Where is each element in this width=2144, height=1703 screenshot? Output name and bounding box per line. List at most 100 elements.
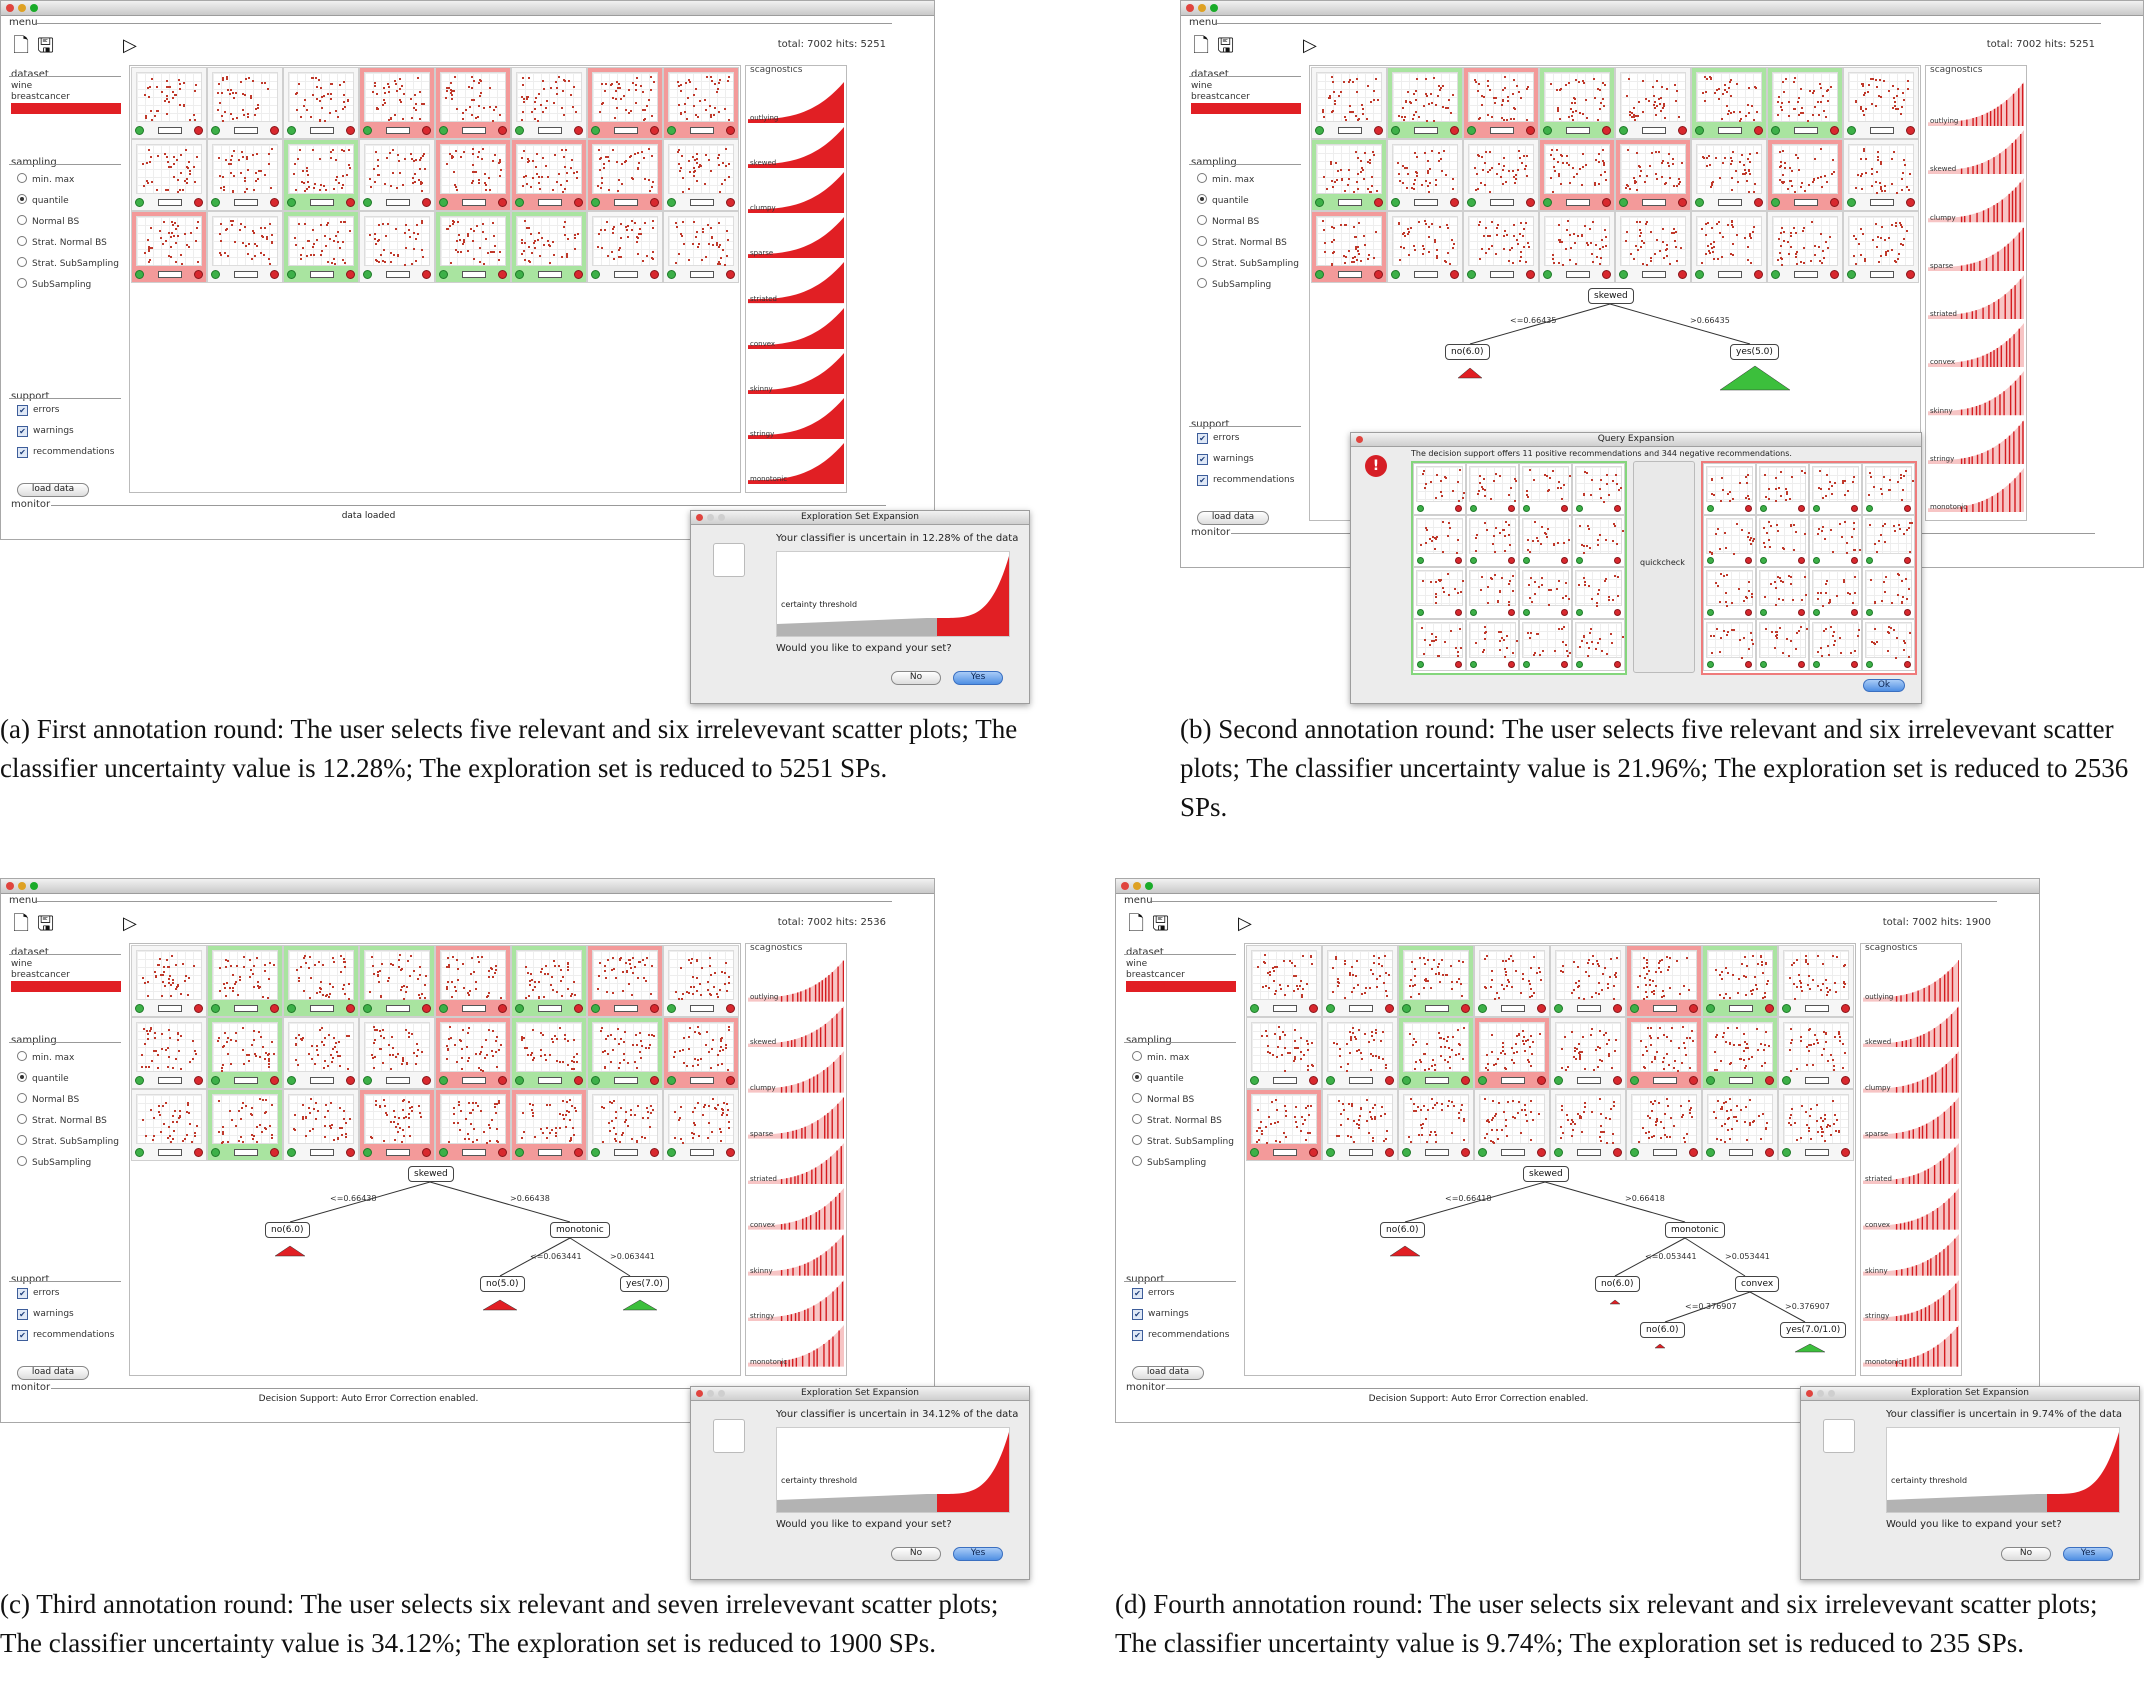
scatterplot-cell[interactable] (663, 1089, 739, 1161)
sampling-radio[interactable]: Strat. Normal BS (1197, 236, 1287, 249)
sampling-radio[interactable]: Normal BS (1132, 1093, 1194, 1106)
mark-relevant-button[interactable] (1866, 505, 1873, 512)
dataset-list[interactable]: wine breastcancer dataset3 (1191, 81, 1301, 114)
mark-irrelevant-button[interactable] (1851, 505, 1858, 512)
mark-relevant-button[interactable] (1467, 126, 1476, 135)
scatterplot-cell[interactable] (1615, 67, 1691, 139)
mark-irrelevant-button[interactable] (270, 1076, 279, 1085)
mark-relevant-button[interactable] (1470, 505, 1477, 512)
mark-irrelevant-button[interactable] (1309, 1076, 1318, 1085)
mark-irrelevant-button[interactable] (726, 1148, 735, 1157)
mark-irrelevant-button[interactable] (1602, 126, 1611, 135)
mark-irrelevant-button[interactable] (194, 1076, 203, 1085)
mark-irrelevant-button[interactable] (574, 198, 583, 207)
support-checkbox[interactable]: ✔ errors (1197, 433, 1239, 444)
mark-irrelevant-button[interactable] (194, 1004, 203, 1013)
scatterplot-cell[interactable] (1767, 139, 1843, 211)
mark-irrelevant-button[interactable] (1613, 1004, 1622, 1013)
mark-irrelevant-button[interactable] (1526, 126, 1535, 135)
mark-irrelevant-button[interactable] (422, 198, 431, 207)
mark-irrelevant-button[interactable] (1904, 609, 1911, 616)
radio-circle[interactable] (1132, 1156, 1142, 1166)
mark-irrelevant-button[interactable] (1689, 1004, 1698, 1013)
scatterplot-cell[interactable] (587, 139, 663, 211)
support-checkbox[interactable]: ✔ warnings (17, 1309, 74, 1320)
recommendation-cell[interactable] (1703, 515, 1756, 567)
mark-irrelevant-button[interactable] (346, 1004, 355, 1013)
sampling-radio[interactable]: Strat. Normal BS (17, 1114, 107, 1127)
play-icon[interactable]: ▷ (1303, 35, 1317, 56)
recommendation-cell[interactable] (1413, 463, 1466, 515)
mark-relevant-button[interactable] (667, 126, 676, 135)
mark-irrelevant-button[interactable] (1526, 198, 1535, 207)
mark-irrelevant-button[interactable] (650, 1148, 659, 1157)
mark-relevant-button[interactable] (1813, 557, 1820, 564)
mark-irrelevant-button[interactable] (1745, 557, 1752, 564)
mark-relevant-button[interactable] (363, 1076, 372, 1085)
zoom-window-button[interactable] (1145, 882, 1153, 890)
mark-relevant-button[interactable] (287, 1004, 296, 1013)
mark-relevant-button[interactable] (1695, 198, 1704, 207)
radio-circle[interactable] (17, 257, 27, 267)
scatterplot-cell[interactable] (587, 1017, 663, 1089)
close-window-button[interactable] (1121, 882, 1129, 890)
mark-irrelevant-button[interactable] (422, 126, 431, 135)
mark-irrelevant-button[interactable] (1508, 557, 1515, 564)
mark-irrelevant-button[interactable] (498, 126, 507, 135)
support-checkbox[interactable]: ✔ errors (17, 1288, 59, 1299)
mark-relevant-button[interactable] (1478, 1004, 1487, 1013)
radio-circle[interactable] (1132, 1072, 1142, 1082)
mark-relevant-button[interactable] (1760, 661, 1767, 668)
recommendation-cell[interactable] (1572, 515, 1625, 567)
sampling-radio[interactable]: Strat. SubSampling (17, 257, 119, 270)
scatterplot-cell[interactable] (1615, 211, 1691, 283)
scatterplot-cell[interactable] (283, 139, 359, 211)
radio-circle[interactable] (17, 236, 27, 246)
mark-relevant-button[interactable] (363, 198, 372, 207)
mark-irrelevant-button[interactable] (422, 1076, 431, 1085)
mark-irrelevant-button[interactable] (498, 1004, 507, 1013)
mark-irrelevant-button[interactable] (346, 1148, 355, 1157)
mark-irrelevant-button[interactable] (1765, 1004, 1774, 1013)
scatterplot-cell[interactable] (1843, 67, 1919, 139)
mark-irrelevant-button[interactable] (574, 1076, 583, 1085)
mark-relevant-button[interactable] (1813, 661, 1820, 668)
recommendation-cell[interactable] (1862, 619, 1915, 671)
mark-irrelevant-button[interactable] (574, 1004, 583, 1013)
mark-relevant-button[interactable] (439, 1004, 448, 1013)
mark-relevant-button[interactable] (1326, 1004, 1335, 1013)
scatterplot-cell[interactable] (207, 945, 283, 1017)
recommendation-cell[interactable] (1756, 463, 1809, 515)
mark-relevant-button[interactable] (1847, 126, 1856, 135)
mark-irrelevant-button[interactable] (726, 1004, 735, 1013)
recommendation-cell[interactable] (1466, 463, 1519, 515)
recommendation-cell[interactable] (1862, 515, 1915, 567)
scatterplot-cell[interactable] (1322, 1017, 1398, 1089)
scatterplot-cell[interactable] (207, 211, 283, 283)
mark-irrelevant-button[interactable] (1906, 126, 1915, 135)
scatterplot-cell[interactable] (1311, 67, 1387, 139)
mark-relevant-button[interactable] (1619, 126, 1628, 135)
recommendation-cell[interactable] (1703, 619, 1756, 671)
mark-relevant-button[interactable] (591, 198, 600, 207)
mark-irrelevant-button[interactable] (1455, 661, 1462, 668)
recommendation-cell[interactable] (1466, 515, 1519, 567)
mark-irrelevant-button[interactable] (346, 1076, 355, 1085)
play-icon[interactable]: ▷ (123, 35, 137, 56)
sampling-radio[interactable]: Strat. SubSampling (17, 1135, 119, 1148)
scatterplot-cell[interactable] (663, 1017, 739, 1089)
scatterplot-cell[interactable] (359, 945, 435, 1017)
recommendation-cell[interactable] (1703, 463, 1756, 515)
scatterplot-cell[interactable] (1615, 139, 1691, 211)
recommendation-cell[interactable] (1413, 619, 1466, 671)
mark-relevant-button[interactable] (515, 1076, 524, 1085)
support-checkbox[interactable]: ✔ recommendations (17, 1330, 114, 1341)
mark-irrelevant-button[interactable] (1614, 505, 1621, 512)
scatterplot-cell[interactable] (1550, 945, 1626, 1017)
scatterplot-cell[interactable] (1691, 211, 1767, 283)
scatterplot-cell[interactable] (1398, 945, 1474, 1017)
mark-irrelevant-button[interactable] (1906, 198, 1915, 207)
mark-relevant-button[interactable] (1470, 661, 1477, 668)
mark-relevant-button[interactable] (515, 1004, 524, 1013)
scatterplot-cell[interactable] (1463, 67, 1539, 139)
